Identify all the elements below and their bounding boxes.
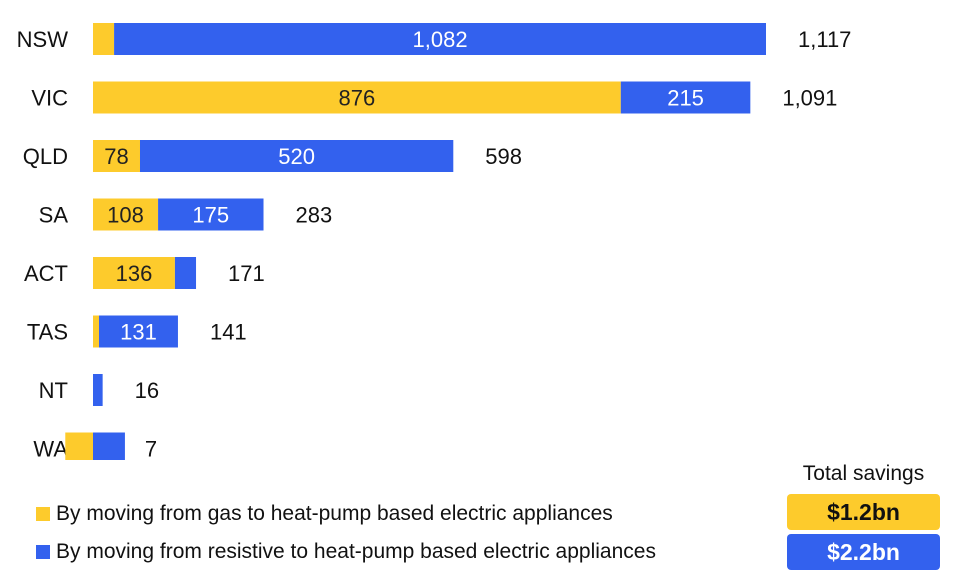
legend-label-gas: By moving from gas to heat-pump based el…: [56, 502, 613, 525]
bar-value-label: 1,082: [413, 27, 468, 52]
bar-value-label: 108: [107, 203, 144, 228]
total-savings-title: Total savings: [802, 462, 925, 485]
category-label: TAS: [27, 320, 68, 345]
category-label: QLD: [23, 144, 68, 169]
legend-item-gas: By moving from gas to heat-pump based el…: [36, 502, 613, 526]
category-label: ACT: [24, 261, 68, 286]
bar-segment-resistive: [158, 198, 264, 231]
category-label: SA: [39, 203, 69, 228]
total-label: 598: [485, 144, 522, 169]
bar-segment-resistive: [114, 23, 766, 55]
total-label: 1,091: [782, 86, 837, 111]
category-label: NSW: [17, 27, 69, 52]
legend-item-resistive: By moving from resistive to heat-pump ba…: [36, 540, 656, 564]
bar-plot: NSW 1,082 1,117 VIC 876 215 1,091 QLD 78 520 598 SA…: [17, 23, 851, 465]
legend-swatch-resistive: [36, 545, 50, 559]
bar-value-label: 78: [104, 144, 128, 169]
total-label: 16: [135, 378, 159, 403]
total-label: 171: [228, 261, 265, 286]
total-label: 141: [210, 320, 247, 345]
total-label: 7: [145, 437, 157, 461]
bar-segment-gas: [93, 198, 159, 231]
bar-value-label: 136: [116, 261, 153, 286]
total-label: 283: [296, 203, 333, 228]
bar-segment-gas: [93, 23, 115, 55]
bar-value-label: 876: [339, 86, 376, 111]
bar-segment-gas: [93, 140, 140, 172]
category-label: VIC: [31, 86, 68, 111]
bar-segment-resistive: [620, 81, 751, 114]
bar-segment-resistive: [93, 432, 125, 465]
category-label: WA: [33, 437, 68, 461]
bar-segment-gas: [93, 315, 100, 348]
bar-value-label: 215: [667, 86, 704, 111]
bar-segment-resistive: [139, 140, 454, 172]
total-label: 1,117: [798, 27, 851, 52]
resistive-total-badge: $2.2bn: [787, 534, 940, 570]
bar-value-label: 520: [278, 144, 315, 169]
gas-total-badge: $1.2bn: [787, 494, 940, 530]
bar-value-label: 131: [120, 320, 157, 345]
category-label: NT: [39, 378, 68, 403]
bar-value-label: 175: [192, 203, 229, 228]
bar-segment-gas: [93, 257, 175, 289]
legend-swatch-gas: [36, 507, 50, 521]
bar-segment-gas: [93, 81, 621, 114]
bar-segment-gas: [65, 432, 93, 465]
bar-segment-resistive: [93, 374, 103, 406]
bar-segment-resistive: [99, 315, 178, 348]
legend-label-resistive: By moving from resistive to heat-pump ba…: [56, 540, 656, 563]
bar-segment-resistive: [174, 257, 197, 289]
